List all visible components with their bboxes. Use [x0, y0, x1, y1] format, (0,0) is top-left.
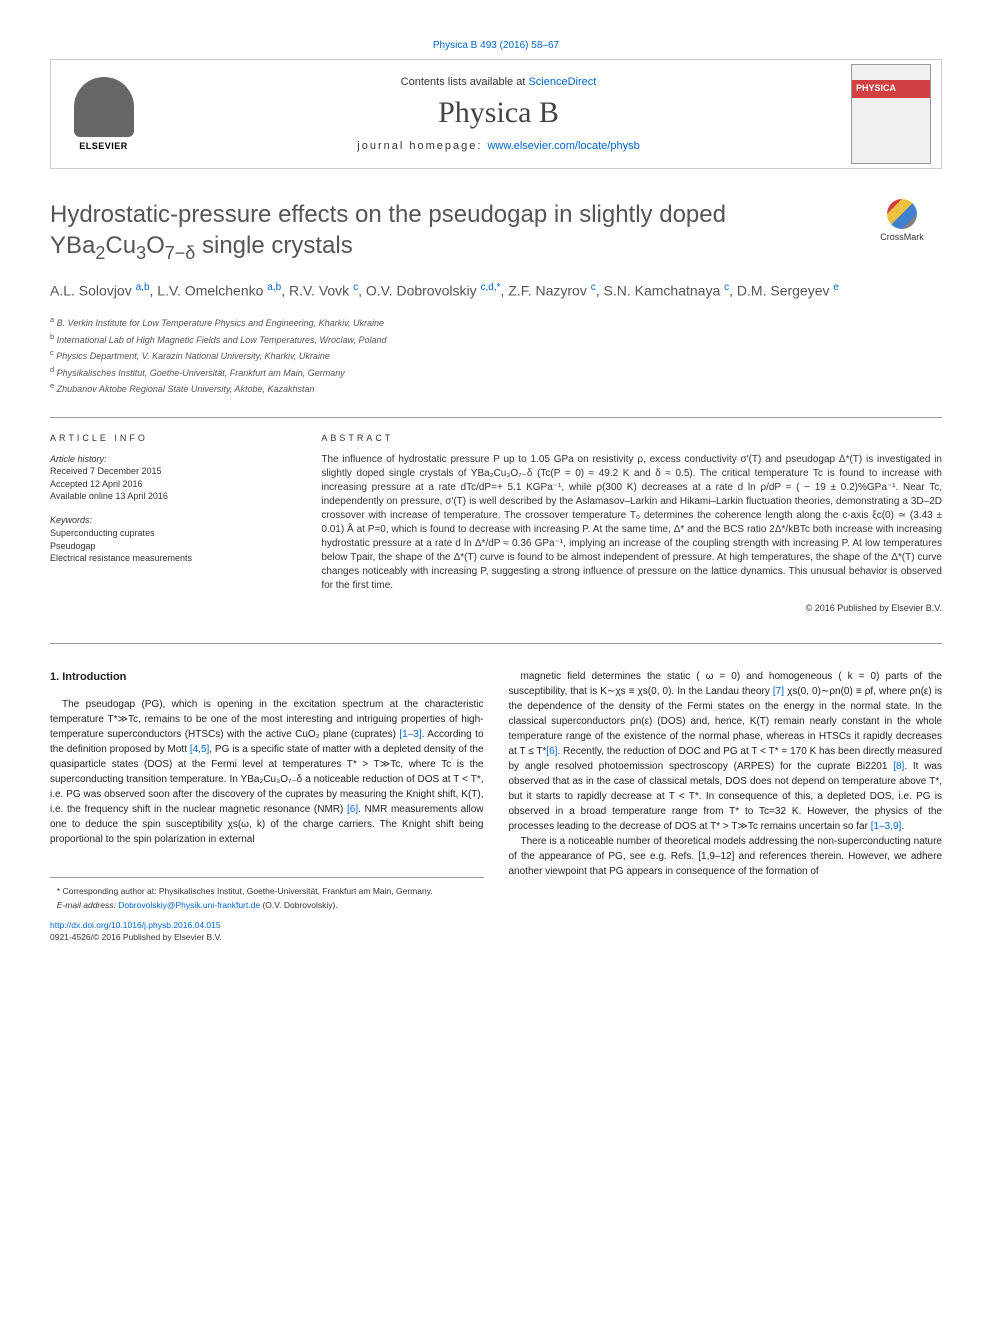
ref-citation[interactable]: [8] [893, 761, 904, 772]
contents-text: Contents lists available at [401, 76, 529, 88]
affiliation-item: a B. Verkin Institute for Low Temperatur… [50, 314, 942, 331]
affiliation-item: c Physics Department, V. Karazin Nationa… [50, 347, 942, 364]
contents-line: Contents lists available at ScienceDirec… [146, 76, 851, 88]
journal-cover-thumbnail: PHYSICA [851, 64, 931, 164]
keywords-title: Keywords: [50, 515, 291, 525]
keyword-item: Pseudogap [50, 540, 291, 553]
history-accepted: Accepted 12 April 2016 [50, 478, 291, 491]
journal-name: Physica B [146, 96, 851, 130]
ref-citation[interactable]: [1–3] [399, 729, 421, 740]
email-label: E-mail address: [57, 900, 118, 910]
body-two-column: 1. Introduction The pseudogap (PG), whic… [50, 643, 942, 944]
authors-list: A.L. Solovjov a,b, L.V. Omelchenko a,b, … [50, 280, 942, 302]
elsevier-tree-icon [74, 77, 134, 137]
title-mid-2: O [146, 232, 165, 259]
page-container: Physica B 493 (2016) 58–67 ELSEVIER Cont… [0, 0, 992, 1323]
crossmark-label: CrossMark [880, 232, 924, 242]
footer-correspondence: * Corresponding author at: Physikalische… [50, 877, 484, 944]
homepage-label: journal homepage: [357, 140, 487, 152]
affiliations-list: a B. Verkin Institute for Low Temperatur… [50, 314, 942, 397]
email-address[interactable]: Dobrovolskiy@Physik.uni-frankfurt.de [118, 900, 260, 910]
ref-citation[interactable]: [7] [773, 686, 784, 697]
article-info-heading: ARTICLE INFO [50, 433, 291, 443]
doi-link[interactable]: http://dx.doi.org/10.1016/j.physb.2016.0… [50, 920, 484, 932]
abstract-text: The influence of hydrostatic pressure P … [321, 453, 942, 593]
history-received: Received 7 December 2015 [50, 465, 291, 478]
sciencedirect-link[interactable]: ScienceDirect [528, 76, 596, 88]
header-center: Contents lists available at ScienceDirec… [146, 76, 851, 152]
body-paragraph-2: magnetic field determines the static ( ω… [509, 669, 943, 834]
keyword-item: Electrical resistance measurements [50, 552, 291, 565]
body-paragraph-1: The pseudogap (PG), which is opening in … [50, 697, 484, 847]
article-info-column: ARTICLE INFO Article history: Received 7… [50, 433, 291, 613]
ref-citation[interactable]: [1–3,9] [871, 821, 902, 832]
body-column-right: magnetic field determines the static ( ω… [509, 669, 943, 944]
title-suffix: single crystals [195, 232, 352, 259]
journal-header-box: ELSEVIER Contents lists available at Sci… [50, 59, 942, 169]
introduction-heading: 1. Introduction [50, 669, 484, 686]
affiliation-item: e Zhubanov Aktobe Regional State Univers… [50, 380, 942, 397]
title-sub-1: 2 [95, 243, 105, 263]
title-sub-3: 7−δ [165, 243, 196, 263]
body-column-left: 1. Introduction The pseudogap (PG), whic… [50, 669, 484, 944]
homepage-link[interactable]: www.elsevier.com/locate/physb [487, 140, 639, 152]
crossmark-icon [887, 199, 917, 229]
history-online: Available online 13 April 2016 [50, 490, 291, 503]
crossmark-badge[interactable]: CrossMark [862, 199, 942, 244]
title-line-1: Hydrostatic-pressure effects on the pseu… [50, 201, 726, 228]
affiliation-item: b International Lab of High Magnetic Fie… [50, 331, 942, 348]
title-mid-1: Cu [105, 232, 136, 259]
homepage-line: journal homepage: www.elsevier.com/locat… [146, 140, 851, 152]
abstract-copyright: © 2016 Published by Elsevier B.V. [321, 603, 942, 613]
history-title: Article history: [50, 453, 291, 466]
title-section: Hydrostatic-pressure effects on the pseu… [50, 199, 942, 265]
keywords-list: Superconducting cupratesPseudogapElectri… [50, 527, 291, 565]
elsevier-logo: ELSEVIER [61, 69, 146, 159]
ref-citation[interactable]: [6] [347, 804, 358, 815]
title-sub-2: 3 [136, 243, 146, 263]
affiliation-item: d Physikalisches Institut, Goethe-Univer… [50, 364, 942, 381]
top-journal-ref: Physica B 493 (2016) 58–67 [50, 40, 942, 51]
meta-abstract-row: ARTICLE INFO Article history: Received 7… [50, 417, 942, 613]
issn-copyright: 0921-4526/© 2016 Published by Elsevier B… [50, 932, 484, 944]
keywords-block: Keywords: Superconducting cupratesPseudo… [50, 515, 291, 565]
elsevier-label: ELSEVIER [79, 141, 128, 151]
cover-physica-band: PHYSICA [852, 80, 930, 98]
ref-citation[interactable]: [6] [546, 746, 557, 757]
article-title: Hydrostatic-pressure effects on the pseu… [50, 199, 842, 265]
abstract-heading: ABSTRACT [321, 433, 942, 443]
ref-citation[interactable]: [4,5] [190, 744, 209, 755]
body-paragraph-3: There is a noticeable number of theoreti… [509, 834, 943, 879]
article-history: Article history: Received 7 December 201… [50, 453, 291, 503]
email-line: E-mail address: Dobrovolskiy@Physik.uni-… [50, 900, 484, 912]
abstract-column: ABSTRACT The influence of hydrostatic pr… [321, 433, 942, 613]
title-line-2-prefix: YBa [50, 232, 95, 259]
keyword-item: Superconducting cuprates [50, 527, 291, 540]
corresponding-author: * Corresponding author at: Physikalische… [50, 886, 484, 898]
email-person: (O.V. Dobrovolskiy). [260, 900, 338, 910]
